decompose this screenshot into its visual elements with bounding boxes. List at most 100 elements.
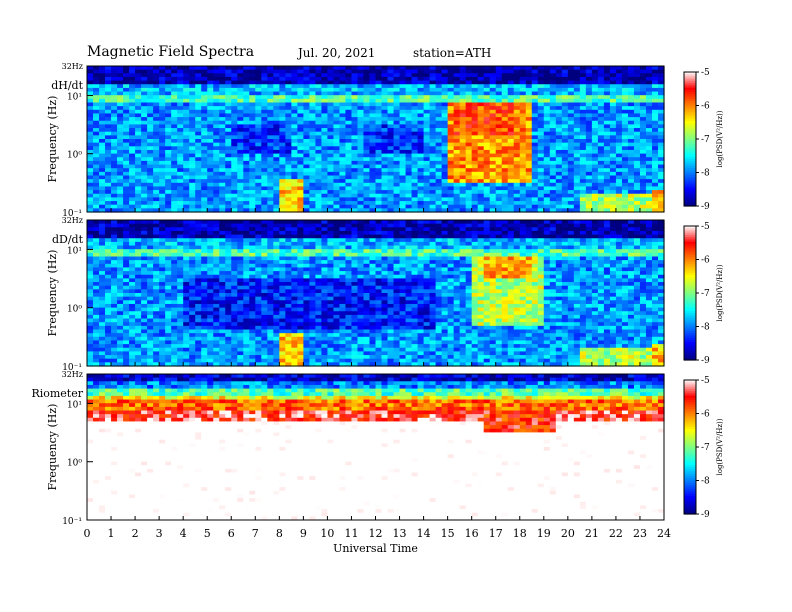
heatmap-cell [285,241,292,247]
heatmap-cell [147,117,154,122]
heatmap-cell [165,164,172,169]
heatmap-cell [429,102,437,107]
heatmap-cell [285,201,292,206]
heatmap-cell [231,223,238,228]
heatmap-cell [87,160,94,166]
heatmap-cell [645,186,653,191]
heatmap-cell [207,98,214,104]
heatmap-cell [147,171,154,177]
heatmap-cell [399,117,407,122]
heatmap-cell [561,197,569,202]
heatmap-cell [447,113,455,118]
heatmap-cell [147,153,154,158]
heatmap-cell [573,160,581,166]
heatmap-cell [561,245,569,250]
heatmap-cell [213,106,220,111]
heatmap-cell [159,168,166,173]
heatmap-cell [243,182,250,188]
heatmap-cell [339,238,347,243]
heatmap-cell [267,113,274,118]
heatmap-cell [483,160,491,166]
heatmap-cell [267,109,274,115]
heatmap-cell [633,190,641,195]
heatmap-cell [357,69,365,74]
heatmap-cell [627,245,635,250]
heatmap-cell [477,87,485,93]
heatmap-cell [147,124,154,129]
heatmap-cell [165,182,172,188]
heatmap-cell [87,204,94,209]
heatmap-cell [357,142,365,147]
heatmap-cell [489,98,497,104]
heatmap-cell [609,80,617,85]
heatmap-cell [501,73,509,78]
heatmap-cell [165,66,172,71]
heatmap-cell [165,117,172,122]
heatmap-cell [315,157,323,162]
heatmap-cell [105,171,112,177]
heatmap-cell [555,131,563,136]
figure-title: Magnetic Field Spectra [87,44,255,60]
heatmap-cell [309,193,316,198]
heatmap-cell [189,87,196,93]
heatmap-cell [399,69,407,74]
heatmap-cell [165,220,172,225]
heatmap-cell [501,230,509,236]
heatmap-cell [501,201,509,206]
heatmap-cell [357,252,365,258]
colorbar-segment [684,154,696,158]
heatmap-cell [291,252,298,258]
heatmap-cell [441,76,449,82]
heatmap-cell [651,201,659,206]
heatmap-cell [117,160,124,166]
heatmap-cell [567,135,575,140]
heatmap-cell [135,87,142,93]
heatmap-cell [423,131,431,136]
heatmap-cell [447,91,455,96]
heatmap-cell [261,204,268,209]
heatmap-cell [303,157,310,162]
heatmap-cell [411,241,419,247]
heatmap-cell [309,135,316,140]
heatmap-cell [609,69,617,74]
heatmap-cell [537,223,545,228]
heatmap-cell [279,249,286,254]
heatmap-cell [585,76,593,82]
heatmap-cell [327,179,335,184]
heatmap-cell [597,164,605,169]
heatmap-cell [477,252,485,258]
heatmap-cell [201,197,208,202]
heatmap-cell [201,241,208,247]
heatmap-cell [621,135,629,140]
heatmap-cell [465,124,473,129]
heatmap-cell [195,87,202,93]
heatmap-cell [117,80,124,85]
heatmap-cell [165,256,172,261]
heatmap-cell [387,182,395,188]
heatmap-cell [381,106,389,111]
heatmap-cell [573,179,581,184]
heatmap-cell [327,128,335,133]
heatmap-cell [351,128,359,133]
heatmap-cell [519,102,527,107]
heatmap-cell [483,91,491,96]
heatmap-cell [453,117,461,122]
heatmap-cell [321,160,329,166]
heatmap-cell [87,139,94,144]
heatmap-cell [441,182,449,188]
heatmap-cell [495,80,503,85]
heatmap-cell [597,201,605,206]
heatmap-cell [339,142,347,147]
heatmap-cell [465,238,473,243]
heatmap-cell [207,128,214,133]
heatmap-cell [393,204,401,209]
heatmap-cell [555,95,563,100]
colorbar-segment [684,183,696,187]
heatmap-cell [357,135,365,140]
heatmap-cell [153,135,160,140]
heatmap-cell [435,241,443,247]
heatmap-cell [93,164,100,169]
heatmap-cell [285,69,292,74]
heatmap-cell [285,182,292,188]
